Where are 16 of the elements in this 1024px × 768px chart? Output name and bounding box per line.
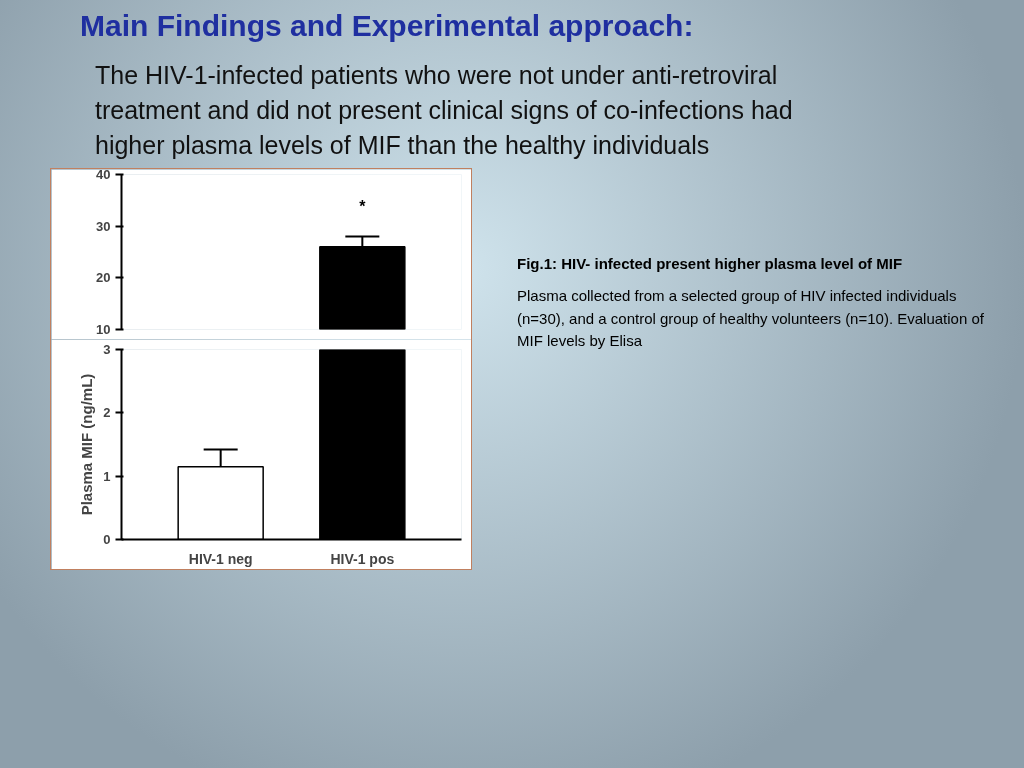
- y-tick-label: 2: [103, 405, 111, 421]
- y-tick-label: 40: [96, 166, 111, 182]
- y-tick-label: 3: [103, 341, 111, 357]
- x-tick-label: HIV-1 neg: [188, 550, 253, 567]
- chart-title: Main Findings and Experimental approach:: [80, 8, 694, 44]
- chart-subtitle: The HIV-1-infected patients who were not under anti-retroviral treatment and did not present clinical signs of co-infections had higher plasma levels of MIF than the healthy individuals: [95, 59, 794, 161]
- y-axis-title: Plasma MIF (ng/mL): [78, 373, 96, 516]
- y-tick-label: 20: [96, 270, 111, 286]
- text: Plasma collected from a selected group of HIV infected individuals (n=30), and a control group of healthy volunteers (n=10). Evaluation of MIF levels by Elisa: [517, 286, 985, 352]
- y-tick-label: 0: [103, 531, 111, 547]
- y-tick-label: 1: [103, 468, 111, 484]
- y-tick-label: 30: [96, 218, 111, 234]
- x-tick-label: HIV-1 pos: [330, 550, 395, 567]
- y-tick-label: 10: [96, 321, 111, 337]
- annotation: *: [359, 197, 367, 215]
- caption: Fig.1: HIV- infected present higher plasma level of MIF: [517, 253, 903, 274]
